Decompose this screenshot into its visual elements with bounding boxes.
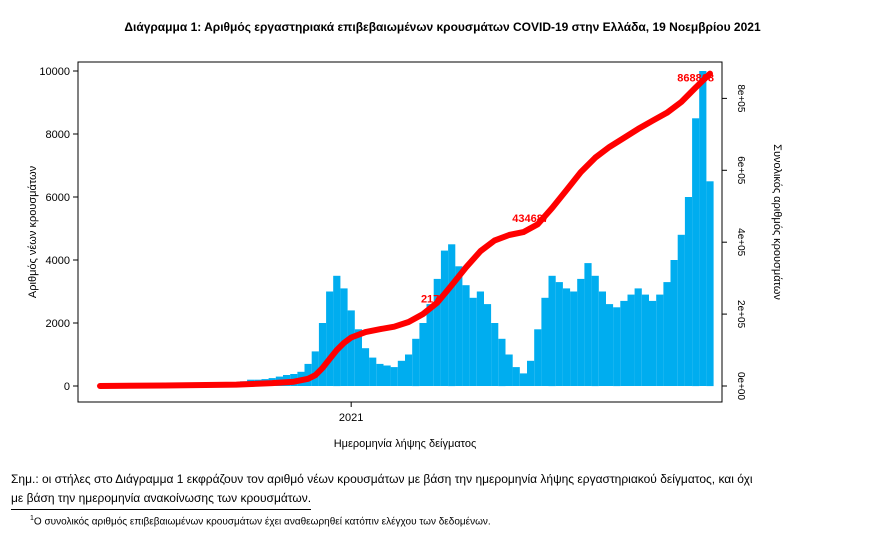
- daily-bar: [440, 250, 449, 386]
- y-tick-label: 6000: [46, 192, 70, 204]
- plot-border: [77, 61, 723, 403]
- daily-bar: [491, 323, 499, 386]
- daily-bar: [469, 297, 477, 386]
- daily-bar: [455, 266, 463, 386]
- footnote-mark: 1: [30, 515, 34, 522]
- daily-bar: [663, 282, 671, 386]
- daily-bar: [311, 351, 319, 386]
- daily-bar: [649, 300, 657, 386]
- cumulative-annotation: 868868: [677, 73, 714, 85]
- daily-bar: [656, 294, 664, 386]
- daily-bar: [584, 263, 592, 386]
- daily-bar: [462, 285, 470, 386]
- x-axis-title: Ημερομηνία λήψης δείγματος: [334, 438, 477, 450]
- daily-bar: [548, 275, 556, 387]
- daily-bar: [591, 275, 599, 387]
- daily-bar: [405, 354, 413, 386]
- daily-bars-group: [96, 71, 714, 387]
- daily-bar: [541, 297, 549, 386]
- daily-bar: [677, 234, 685, 386]
- daily-bar: [426, 304, 434, 386]
- daily-bar: [383, 365, 391, 386]
- daily-bar: [570, 291, 578, 386]
- daily-bar: [476, 291, 484, 386]
- axes-group: 0 2000 4000 6000 8000 10000 0e+00 2e+05 4e+05 6e+…: [27, 66, 783, 450]
- y2-axis-title: Συνολικός αριθμός κρουσμάτων: [771, 144, 783, 300]
- daily-bar: [483, 304, 492, 386]
- cumulative-cases-line: [97, 70, 713, 389]
- y-tick-label: 8000: [46, 129, 70, 141]
- plot-frame: [77, 61, 723, 403]
- daily-bar: [627, 294, 635, 386]
- footnote-text: Ο συνολικός αριθμός επιβεβαιωμένων κρουσ…: [33, 516, 491, 528]
- annotations-group: 217 434687 868868: [421, 73, 714, 306]
- daily-bar: [620, 300, 628, 386]
- daily-bar: [562, 288, 571, 386]
- daily-bar: [369, 357, 377, 386]
- cumulative-line-group: [97, 70, 713, 389]
- cumulative-annotation: 434687: [512, 213, 549, 225]
- daily-bar: [318, 323, 327, 386]
- daily-bar: [706, 181, 714, 387]
- y-tick-label: 2000: [46, 318, 70, 330]
- daily-bar: [641, 294, 649, 386]
- daily-bar: [333, 275, 341, 387]
- y2-tick-label: 0e+00: [735, 372, 746, 401]
- daily-bar: [534, 329, 542, 386]
- revision-footnote: 1Ο συνολικός αριθμός επιβεβαιωμένων κρου…: [30, 515, 491, 527]
- daily-bar: [519, 373, 527, 386]
- daily-bar: [304, 363, 312, 386]
- daily-bar: [613, 307, 621, 387]
- daily-bar: [598, 291, 606, 386]
- daily-bar: [376, 363, 384, 386]
- daily-bar: [699, 71, 707, 386]
- daily-bar: [670, 260, 678, 386]
- daily-bar: [577, 278, 585, 386]
- y-tick-label: 4000: [46, 255, 70, 267]
- y-tick-label: 0: [64, 381, 70, 393]
- daily-bar: [448, 244, 456, 387]
- daily-bar: [347, 310, 355, 386]
- y2-tick-label: 4e+05: [735, 228, 746, 257]
- cumulative-annotation: 217: [421, 293, 439, 305]
- chart-title: Διάγραμμα 1: Αριθμός εργαστηριακά επιβεβ…: [124, 20, 761, 34]
- daily-bar: [512, 367, 520, 386]
- daily-bar: [433, 278, 441, 386]
- daily-bar: [361, 348, 370, 386]
- daily-bar: [505, 354, 513, 386]
- y2-tick-label: 6e+05: [735, 156, 746, 185]
- note-line-1: Σημ.: οι στήλες στο Διάγραμμα 1 εκφράζου…: [11, 472, 753, 486]
- daily-bar: [498, 338, 506, 387]
- x-tick-label: 2021: [339, 412, 363, 424]
- daily-bar: [684, 197, 693, 386]
- daily-bar: [354, 329, 362, 386]
- daily-bar: [397, 360, 405, 386]
- y-tick-label: 10000: [39, 66, 70, 78]
- daily-bar: [605, 304, 614, 386]
- y-axis-title: Αριθμός νέων κρουσμάτων: [27, 165, 39, 298]
- daily-bar: [390, 367, 398, 386]
- daily-bar: [412, 338, 420, 387]
- daily-bar: [326, 291, 334, 386]
- note-line-2: με βάση την ημερομηνία ανακοίνωσης των κ…: [11, 489, 312, 510]
- daily-bar: [692, 118, 700, 387]
- daily-bar: [419, 323, 427, 386]
- daily-bar: [555, 282, 563, 386]
- y2-tick-label: 8e+05: [735, 84, 746, 113]
- y2-tick-label: 2e+05: [735, 300, 746, 329]
- daily-bar: [634, 288, 642, 386]
- covid-cases-chart: 0 2000 4000 6000 8000 10000 0e+00 2e+05 4e+05 6e+…: [27, 61, 783, 450]
- daily-bar: [340, 288, 348, 386]
- chart-note: Σημ.: οι στήλες στο Διάγραμμα 1 εκφράζου…: [11, 470, 873, 510]
- daily-bar: [527, 360, 535, 386]
